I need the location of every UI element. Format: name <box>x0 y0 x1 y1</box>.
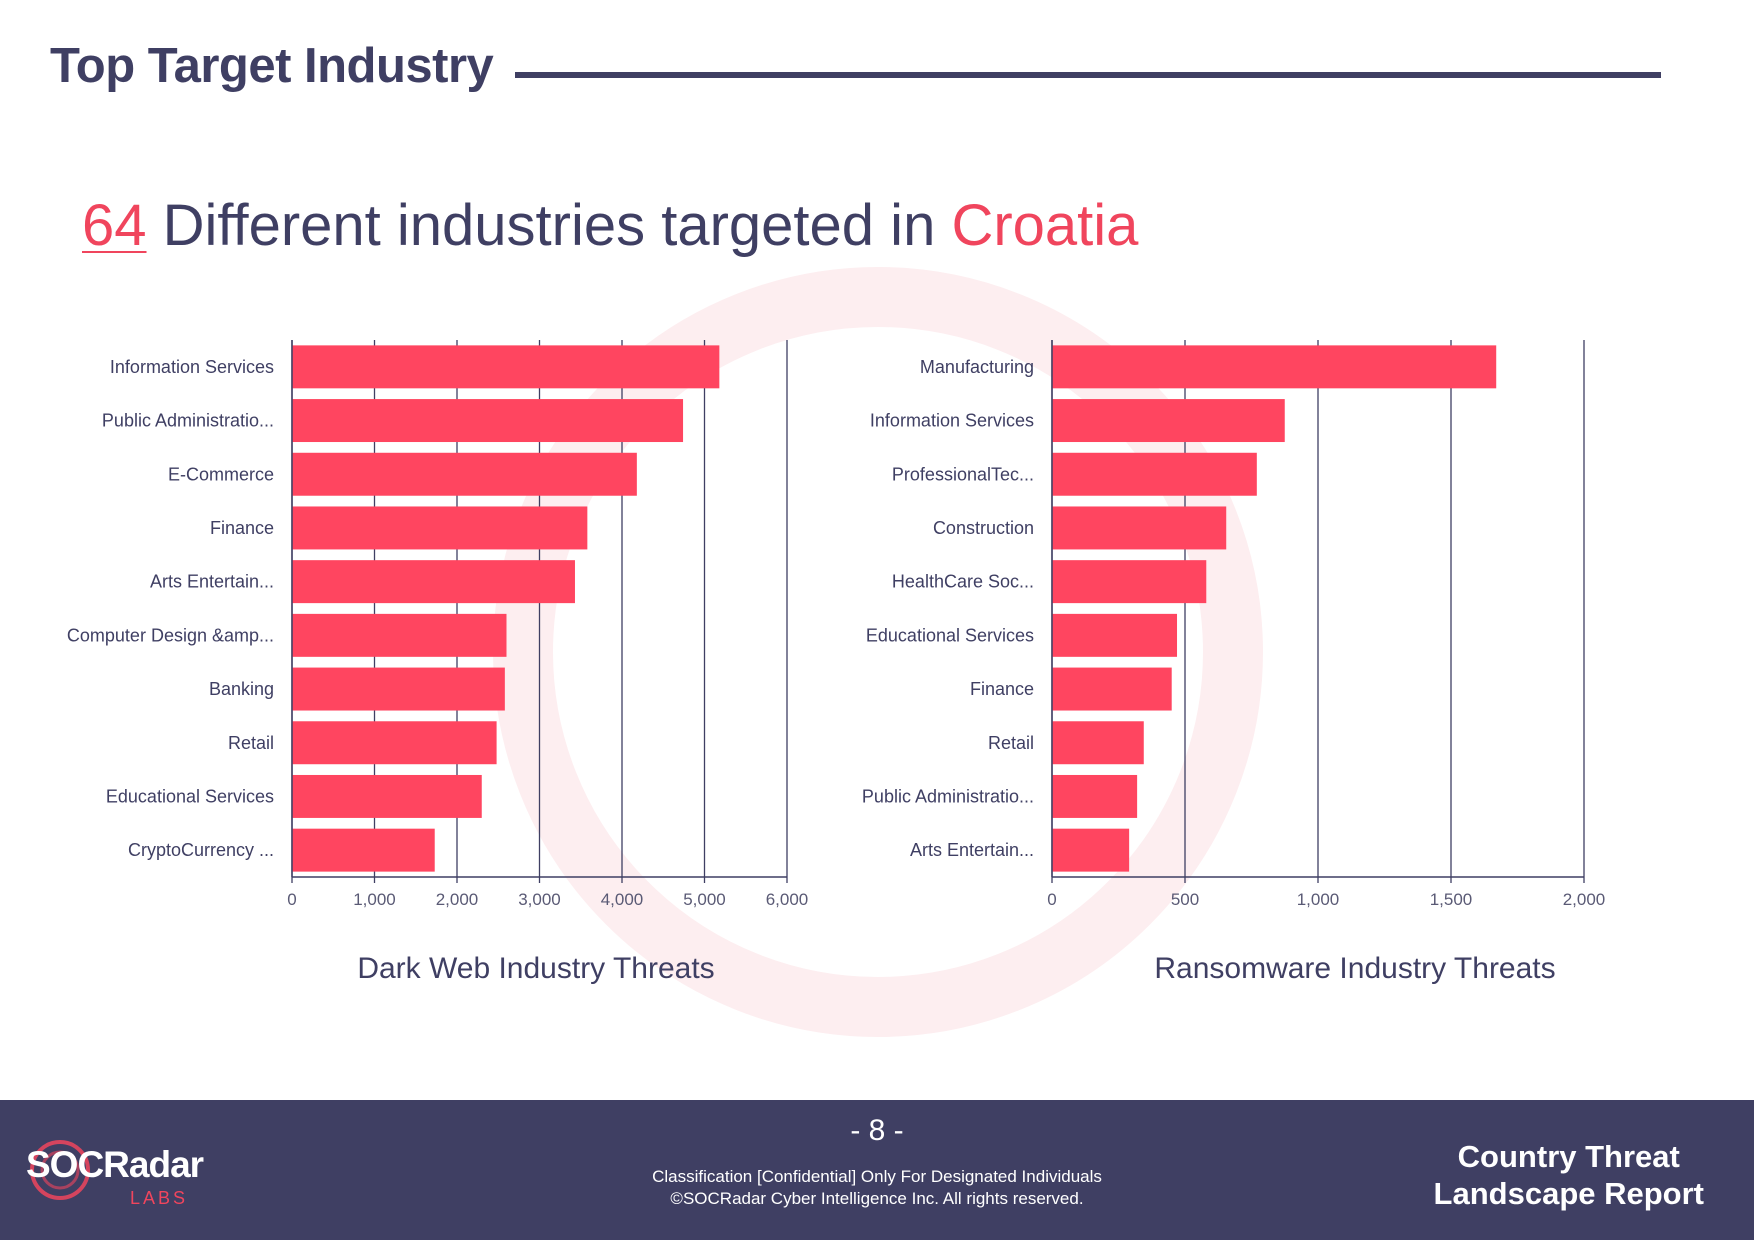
x-tick-label: 5,000 <box>683 890 726 909</box>
socradar-logo: SOCRadar LABS <box>26 1134 216 1214</box>
x-tick-label: 4,000 <box>601 890 644 909</box>
charts-canvas: 0 1,000 2,000 3,000 4,000 5,000 6,000 Informati… <box>67 340 1605 909</box>
x-tick-label: 0 <box>1047 890 1056 909</box>
category-label: E-Commerce <box>168 464 274 484</box>
x-tick-label: 3,000 <box>518 890 561 909</box>
category-label: Computer Design &amp... <box>67 625 274 645</box>
x-tick-label: 2,000 <box>436 890 479 909</box>
category-label: Finance <box>210 518 274 538</box>
footer-bar: SOCRadar LABS - 8 - Classification [Conf… <box>0 1100 1754 1240</box>
x-tick-label: 1,000 <box>353 890 396 909</box>
bar <box>292 452 637 496</box>
bar <box>292 345 720 389</box>
report-title: Country Threat Landscape Report <box>1434 1138 1704 1212</box>
category-label: Public Administratio... <box>862 786 1034 806</box>
dark-web-chart-title: Dark Web Industry Threats <box>357 952 715 985</box>
x-tick-label: 1,500 <box>1430 890 1473 909</box>
logo-subtext: LABS <box>130 1188 189 1208</box>
category-label: Banking <box>209 679 274 699</box>
x-tick-label: 2,000 <box>1563 890 1606 909</box>
report-title-line1: Country Threat <box>1457 1139 1680 1174</box>
bar <box>1052 613 1178 657</box>
logo-text: SOCRadar <box>26 1144 204 1185</box>
category-label: Educational Services <box>866 625 1034 645</box>
bar <box>1052 345 1497 389</box>
category-label: Finance <box>970 679 1034 699</box>
classification-note: Classification [Confidential] Only For D… <box>652 1166 1102 1210</box>
bar <box>292 613 507 657</box>
bar <box>292 560 575 604</box>
bar <box>1052 506 1227 550</box>
category-label: Retail <box>228 733 274 753</box>
ransomware-chart: 0 500 1,000 1,500 2,000 Manufacturing Informat… <box>862 340 1605 909</box>
classification-text: Classification [Confidential] Only For D… <box>652 1167 1102 1186</box>
logo-radar-icon <box>30 1140 90 1200</box>
x-tick-label: 0 <box>287 890 296 909</box>
bar <box>1052 399 1285 443</box>
category-label: Manufacturing <box>920 357 1034 377</box>
page-number: - 8 - <box>850 1114 904 1147</box>
bar <box>292 828 435 872</box>
industry-count: 64 <box>82 193 147 258</box>
bar <box>292 774 482 818</box>
dark-web-chart: 0 1,000 2,000 3,000 4,000 5,000 6,000 Informati… <box>67 340 808 909</box>
bar <box>292 506 588 550</box>
category-label: Arts Entertain... <box>910 840 1034 860</box>
title-divider <box>515 72 1661 78</box>
headline-text: Different industries targeted in <box>146 193 952 258</box>
category-label: CryptoCurrency ... <box>128 840 274 860</box>
category-label: Educational Services <box>106 786 274 806</box>
x-tick-label: 1,000 <box>1297 890 1340 909</box>
bar <box>1052 452 1257 496</box>
bar <box>1052 667 1172 711</box>
category-label: Public Administratio... <box>102 411 274 431</box>
bar <box>1052 828 1130 872</box>
category-label: Retail <box>988 733 1034 753</box>
x-tick-label: 500 <box>1171 890 1199 909</box>
category-label: Information Services <box>870 411 1034 431</box>
bar <box>1052 774 1138 818</box>
country-name: Croatia <box>951 193 1139 258</box>
bar <box>292 399 684 443</box>
headline: 64 Different industries targeted in Croa… <box>82 192 1138 259</box>
bar <box>292 721 497 765</box>
bar <box>292 667 505 711</box>
bar <box>1052 560 1207 604</box>
category-label: ProfessionalTec... <box>892 464 1034 484</box>
report-title-line2: Landscape Report <box>1433 1176 1704 1211</box>
x-tick-label: 6,000 <box>766 890 809 909</box>
copyright-text: ©SOCRadar Cyber Intelligence Inc. All ri… <box>670 1189 1084 1208</box>
category-label: HealthCare Soc... <box>892 572 1034 592</box>
bar <box>1052 721 1144 765</box>
ransomware-chart-title: Ransomware Industry Threats <box>1154 952 1556 985</box>
category-label: Information Services <box>110 357 274 377</box>
category-label: Construction <box>933 518 1034 538</box>
category-label: Arts Entertain... <box>150 572 274 592</box>
page-title: Top Target Industry <box>50 39 494 93</box>
